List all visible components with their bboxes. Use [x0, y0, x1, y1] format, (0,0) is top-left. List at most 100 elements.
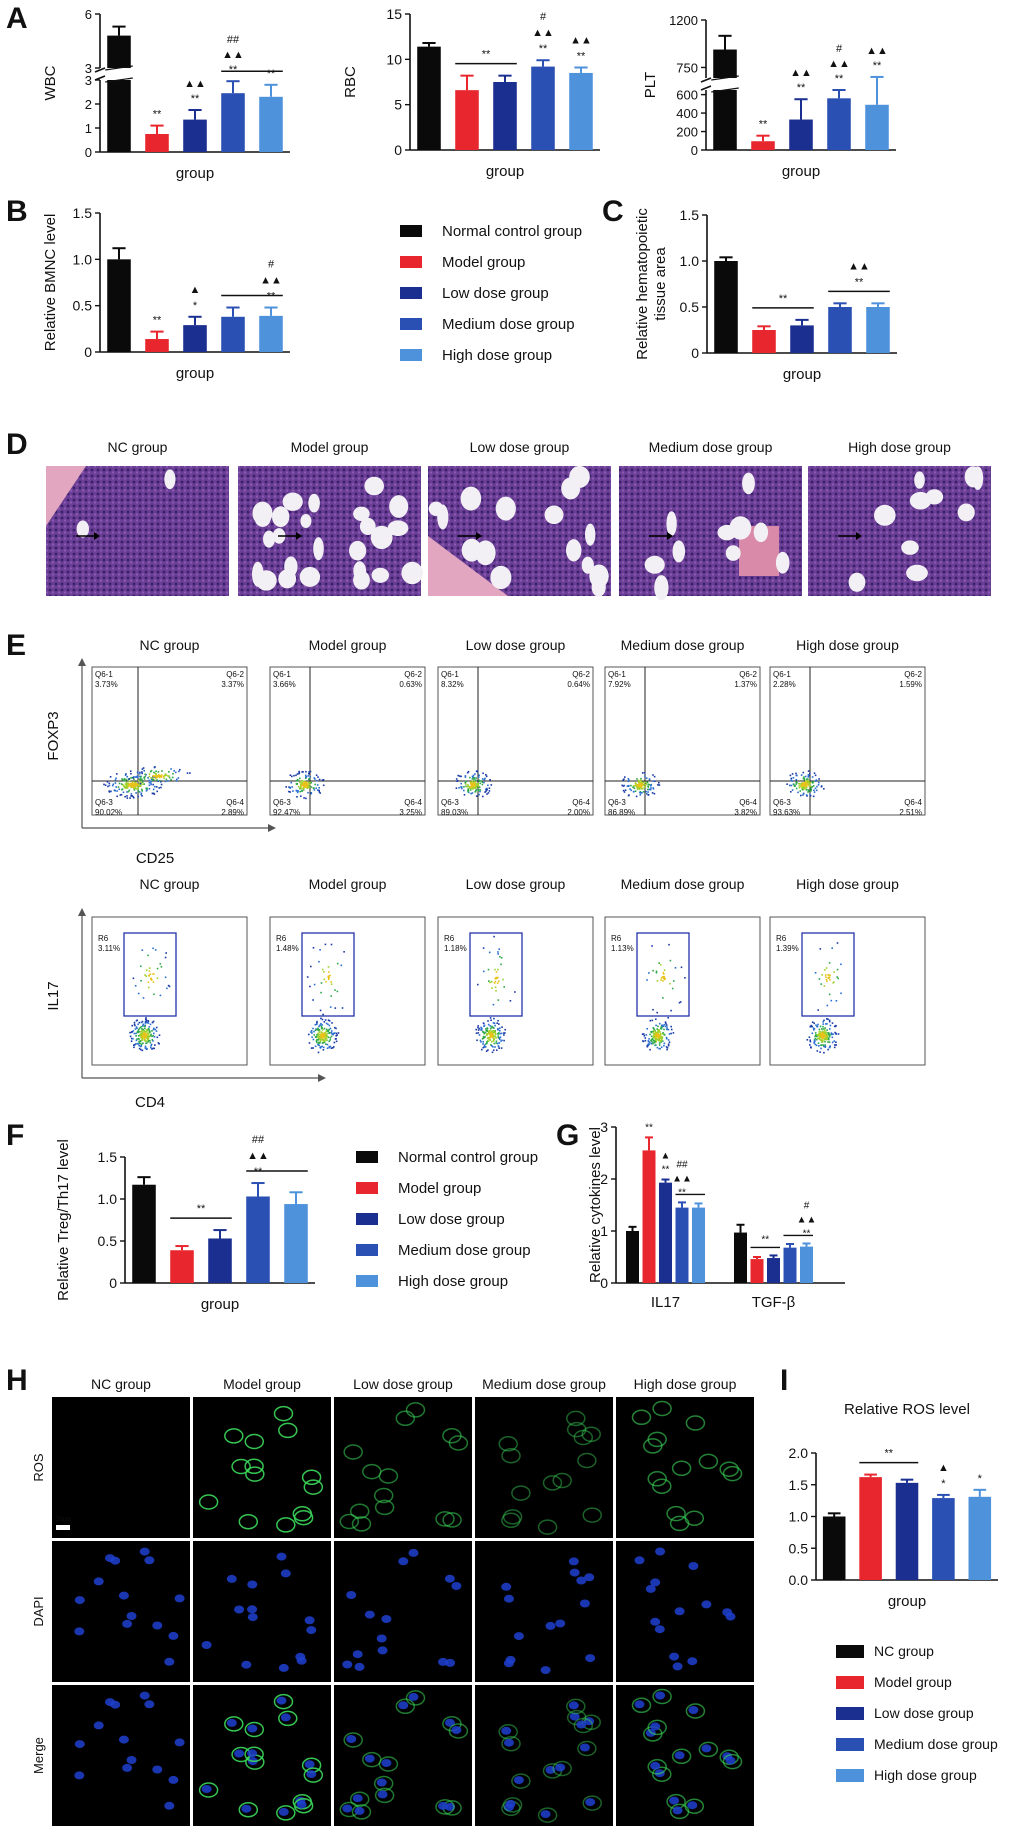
- event-dot: [289, 774, 292, 776]
- event-dot: [498, 1037, 501, 1039]
- ros-signal: [647, 1431, 667, 1448]
- y-tick-label: 1.5: [98, 1149, 118, 1165]
- event-dot: [324, 1038, 326, 1041]
- event-dot: [108, 784, 111, 787]
- event-dot: [493, 982, 496, 984]
- event-dot: [823, 1029, 826, 1031]
- event-dot: [141, 1031, 144, 1034]
- event-dot: [308, 786, 311, 788]
- event-dot: [146, 1021, 148, 1024]
- event-dot: [665, 1024, 668, 1026]
- event-dot: [509, 1000, 512, 1002]
- bar: [221, 93, 245, 152]
- event-dot: [322, 784, 325, 787]
- event-dot: [125, 778, 128, 781]
- event-dot: [307, 783, 309, 786]
- panel-letter: C: [602, 195, 624, 228]
- x-axis-title: group: [176, 365, 214, 382]
- significance-mark: **: [191, 93, 200, 105]
- event-dot: [330, 1035, 333, 1038]
- event-dot: [330, 981, 332, 983]
- event-dot: [318, 787, 320, 789]
- event-dot: [478, 1027, 481, 1030]
- legend-swatch: [356, 1213, 378, 1225]
- significance-mark: **: [779, 293, 788, 305]
- event-dot: [820, 1036, 822, 1038]
- event-dot: [327, 1023, 329, 1026]
- ros-signal: [349, 1503, 370, 1519]
- event-dot: [144, 773, 146, 776]
- event-dot: [319, 1009, 322, 1012]
- event-dot: [125, 781, 128, 784]
- axis-break-mark: [700, 85, 712, 91]
- nucleus: [174, 1738, 185, 1747]
- bar: [493, 82, 517, 150]
- event-dot: [141, 1039, 143, 1041]
- bar: [132, 1184, 156, 1283]
- event-dot: [312, 999, 314, 1001]
- event-dot: [149, 1023, 152, 1026]
- event-dot: [140, 1043, 143, 1045]
- event-dot: [482, 1040, 484, 1043]
- y-tick-label: 400: [676, 106, 698, 121]
- event-dot: [308, 778, 310, 781]
- event-dot: [133, 776, 135, 778]
- event-dot: [304, 784, 306, 786]
- event-dot: [147, 954, 149, 957]
- event-dot: [809, 1044, 811, 1046]
- quadrant-value: 3.66%: [273, 680, 296, 689]
- event-dot: [299, 781, 301, 784]
- event-dot: [488, 951, 491, 954]
- legend-swatch: [356, 1182, 378, 1194]
- event-dot: [145, 1029, 148, 1031]
- significance-mark: ▲▲: [184, 78, 206, 90]
- event-dot: [836, 976, 838, 978]
- legend-swatch: [400, 287, 422, 299]
- event-dot: [492, 1037, 495, 1039]
- event-dot: [819, 948, 822, 950]
- event-dot: [826, 1034, 829, 1036]
- event-dot: [122, 784, 125, 787]
- event-dot: [143, 1032, 145, 1034]
- event-dot: [812, 795, 815, 798]
- event-dot: [662, 971, 665, 974]
- event-dot: [139, 771, 141, 774]
- event-dot: [305, 770, 307, 773]
- event-dot: [139, 1034, 141, 1037]
- event-dot: [659, 1033, 662, 1035]
- nucleus: [545, 1765, 556, 1774]
- bar: [822, 1516, 846, 1580]
- event-dot: [126, 785, 128, 788]
- significance-mark: **: [539, 43, 548, 55]
- event-dot: [825, 1023, 827, 1025]
- event-dot: [135, 787, 137, 790]
- event-dot: [329, 1006, 332, 1008]
- event-dot: [321, 968, 324, 971]
- event-dot: [464, 781, 466, 784]
- y-tick-label: 0: [394, 142, 402, 158]
- ros-signal: [435, 1799, 455, 1815]
- event-dot: [134, 985, 137, 987]
- x-axis-title: group: [782, 163, 820, 180]
- event-dot: [658, 1029, 660, 1031]
- event-dot: [285, 786, 287, 788]
- event-dot: [821, 1030, 824, 1033]
- event-dot: [134, 785, 136, 787]
- event-dot: [497, 1032, 499, 1035]
- event-dot: [148, 779, 150, 782]
- event-dot: [809, 772, 811, 775]
- event-dot: [310, 792, 313, 795]
- event-dot: [485, 775, 488, 778]
- event-dot: [467, 790, 469, 793]
- ros-signal: [685, 1703, 706, 1719]
- event-dot: [820, 1047, 822, 1050]
- event-dot: [503, 986, 505, 988]
- flow-x-axis-title: CD4: [135, 1094, 165, 1111]
- quadrant-value: 2.51%: [899, 808, 922, 817]
- event-dot: [316, 1034, 318, 1036]
- flow-plot-frame: [769, 916, 926, 1066]
- nucleus: [540, 1810, 551, 1819]
- nucleus: [655, 1691, 666, 1700]
- event-dot: [661, 1038, 663, 1040]
